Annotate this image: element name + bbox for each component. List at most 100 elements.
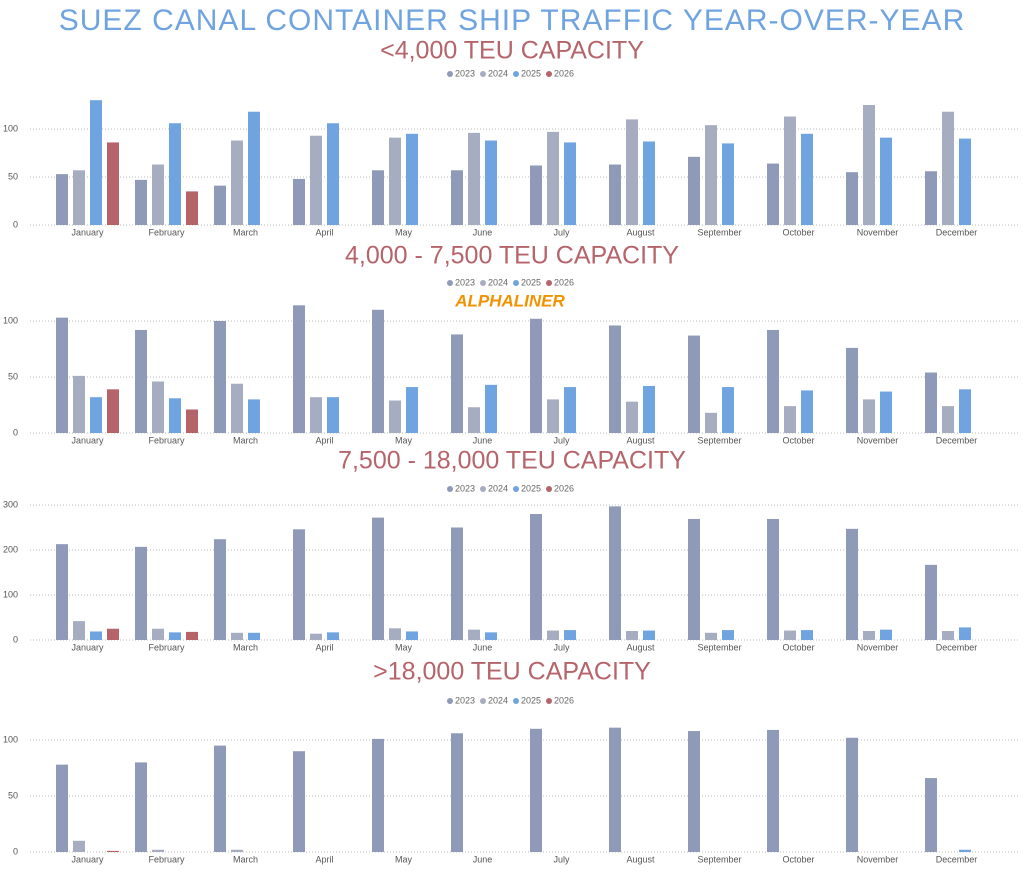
bar <box>107 142 119 225</box>
bar <box>626 401 638 433</box>
bar <box>107 628 119 640</box>
bar <box>372 517 384 640</box>
x-tick-label: August <box>626 227 655 237</box>
bar <box>169 123 181 225</box>
bar <box>722 630 734 640</box>
bar <box>688 156 700 225</box>
bar <box>942 111 954 225</box>
legend-marker <box>546 698 552 704</box>
bar <box>643 141 655 225</box>
legend-marker <box>480 486 486 492</box>
x-tick-label: September <box>697 642 741 652</box>
bar <box>609 727 621 852</box>
x-tick-label: September <box>697 435 741 445</box>
legend-marker <box>480 280 486 286</box>
bar <box>880 137 892 225</box>
x-tick-label: May <box>395 435 413 445</box>
x-tick-label: April <box>315 435 333 445</box>
bar <box>801 630 813 640</box>
bar <box>135 329 147 433</box>
bar <box>784 406 796 433</box>
bar <box>942 406 954 433</box>
bar <box>609 164 621 225</box>
bar <box>959 627 971 640</box>
y-tick-label: 0 <box>13 427 18 437</box>
x-tick-label: March <box>233 854 258 864</box>
bar <box>451 527 463 640</box>
legend-label: 2024 <box>488 277 508 287</box>
bar <box>231 140 243 225</box>
bar <box>547 131 559 225</box>
legend-label: 2026 <box>554 277 574 287</box>
bar <box>767 329 779 433</box>
x-tick-label: September <box>697 227 741 237</box>
x-tick-label: April <box>315 227 333 237</box>
bar <box>564 142 576 225</box>
bar <box>925 171 937 225</box>
x-tick-label: February <box>148 642 185 652</box>
bar <box>372 309 384 433</box>
bar <box>90 631 102 640</box>
bar <box>186 191 198 225</box>
bar <box>310 135 322 225</box>
x-tick-label: October <box>782 642 814 652</box>
y-tick-label: 300 <box>3 499 18 509</box>
y-tick-label: 200 <box>3 544 18 554</box>
bar <box>564 630 576 640</box>
bar <box>451 733 463 852</box>
x-tick-label: November <box>857 227 899 237</box>
chart-title: 7,500 - 18,000 TEU CAPACITY <box>338 447 686 475</box>
bar <box>609 506 621 640</box>
bar <box>626 119 638 225</box>
bar <box>846 347 858 433</box>
bar <box>231 383 243 433</box>
x-tick-label: June <box>473 642 493 652</box>
bar <box>688 335 700 433</box>
bar <box>880 391 892 433</box>
bar <box>293 305 305 433</box>
x-tick-label: February <box>148 435 185 445</box>
bar <box>214 185 226 225</box>
x-tick-label: July <box>553 642 570 652</box>
bar <box>169 632 181 640</box>
legend-label: 2026 <box>554 695 574 705</box>
bar <box>688 518 700 640</box>
bar <box>293 751 305 852</box>
bar <box>863 631 875 640</box>
bar <box>389 400 401 433</box>
bar <box>485 384 497 433</box>
y-tick-label: 100 <box>3 315 18 325</box>
bar <box>56 174 68 225</box>
legend-label: 2024 <box>488 695 508 705</box>
bar <box>186 631 198 640</box>
legend-marker <box>447 71 453 77</box>
bar <box>942 631 954 640</box>
y-tick-label: 100 <box>3 589 18 599</box>
legend-label: 2026 <box>554 68 574 78</box>
x-tick-label: June <box>473 435 493 445</box>
x-tick-label: February <box>148 227 185 237</box>
legend-marker <box>447 486 453 492</box>
bar <box>293 529 305 640</box>
x-tick-label: March <box>233 642 258 652</box>
legend-label: 2023 <box>455 277 475 287</box>
bar <box>327 397 339 433</box>
x-tick-label: October <box>782 435 814 445</box>
legend-label: 2025 <box>521 277 541 287</box>
y-tick-label: 0 <box>13 634 18 644</box>
legend-marker <box>447 698 453 704</box>
bar <box>767 163 779 225</box>
bar <box>846 172 858 225</box>
x-tick-label: December <box>936 227 978 237</box>
bar <box>880 629 892 640</box>
bar <box>959 138 971 225</box>
legend-label: 2023 <box>455 483 475 493</box>
bar <box>530 165 542 225</box>
x-tick-label: December <box>936 435 978 445</box>
bar <box>73 375 85 433</box>
bar <box>389 137 401 225</box>
y-tick-label: 0 <box>13 846 18 856</box>
x-tick-label: November <box>857 854 899 864</box>
bar <box>564 387 576 433</box>
bar <box>231 849 243 852</box>
